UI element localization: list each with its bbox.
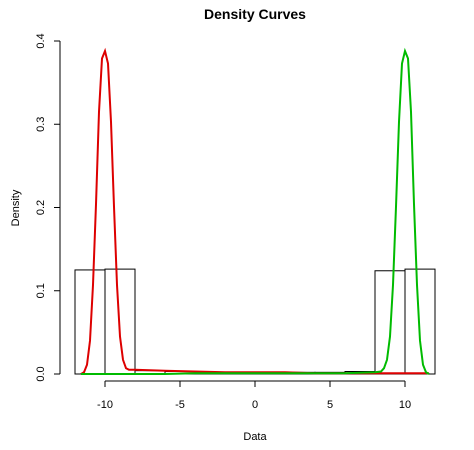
density-curve-1 [81, 47, 430, 375]
y-tick-label-3: 0.3 [35, 117, 47, 132]
y-axis: 0.0 0.1 0.2 0.3 0.4 [35, 33, 61, 382]
x-tick-label-3: 5 [327, 399, 333, 411]
x-axis: -10 -5 0 5 10 [97, 380, 411, 411]
histogram-bar-0 [74, 269, 106, 375]
histogram [74, 268, 436, 375]
density-curve-0 [80, 47, 429, 375]
x-tick-label-0: -10 [97, 399, 113, 411]
density-curves [80, 47, 430, 375]
x-tick-label-2: 0 [252, 399, 258, 411]
x-tick-label-1: -5 [175, 399, 185, 411]
y-tick-label-1: 0.1 [35, 283, 47, 298]
histogram-bar-11 [404, 268, 436, 375]
y-tick-label-4: 0.4 [35, 33, 47, 48]
y-axis-label: Density [10, 189, 22, 226]
chart-title: Density Curves [204, 6, 306, 22]
y-tick-label-2: 0.2 [35, 200, 47, 215]
y-tick-label-0: 0.0 [35, 366, 47, 381]
x-tick-label-4: 10 [399, 399, 411, 411]
x-axis-label: Data [243, 431, 267, 443]
